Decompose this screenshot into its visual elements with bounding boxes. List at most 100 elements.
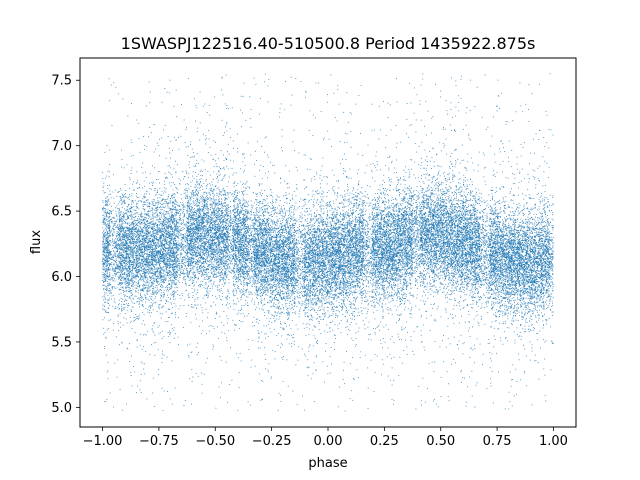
data-point bbox=[544, 271, 545, 272]
data-point bbox=[398, 190, 399, 191]
data-point bbox=[299, 241, 300, 242]
data-point bbox=[480, 261, 481, 262]
data-point bbox=[352, 284, 353, 285]
data-point bbox=[416, 223, 417, 224]
data-point bbox=[443, 240, 444, 241]
data-point bbox=[314, 225, 315, 226]
data-point bbox=[337, 231, 338, 232]
data-point bbox=[407, 332, 408, 333]
data-point bbox=[525, 104, 526, 105]
data-point bbox=[323, 235, 324, 236]
data-point bbox=[146, 280, 147, 281]
data-point bbox=[325, 224, 326, 225]
data-point bbox=[542, 198, 543, 199]
data-point bbox=[314, 295, 315, 296]
data-point bbox=[348, 329, 349, 330]
data-point bbox=[108, 277, 109, 278]
data-point bbox=[102, 252, 103, 253]
data-point bbox=[270, 195, 271, 196]
data-point bbox=[500, 340, 501, 341]
data-point bbox=[278, 307, 279, 308]
data-point bbox=[446, 239, 447, 240]
data-point bbox=[152, 210, 153, 211]
data-point bbox=[246, 283, 247, 284]
data-point bbox=[258, 242, 259, 243]
data-point bbox=[513, 308, 514, 309]
data-point bbox=[169, 247, 170, 248]
data-point bbox=[452, 247, 453, 248]
data-point bbox=[211, 199, 212, 200]
data-point bbox=[458, 271, 459, 272]
data-point bbox=[209, 197, 210, 198]
data-point bbox=[462, 343, 463, 344]
data-point bbox=[130, 216, 131, 217]
data-point bbox=[427, 248, 428, 249]
data-point bbox=[515, 272, 516, 273]
data-point bbox=[227, 318, 228, 319]
data-point bbox=[504, 315, 505, 316]
data-point bbox=[201, 230, 202, 231]
data-point bbox=[460, 209, 461, 210]
data-point bbox=[261, 208, 262, 209]
data-point bbox=[533, 169, 534, 170]
data-point bbox=[438, 241, 439, 242]
data-point bbox=[351, 261, 352, 262]
data-point bbox=[327, 292, 328, 293]
data-point bbox=[381, 343, 382, 344]
data-point bbox=[243, 288, 244, 289]
data-point bbox=[225, 209, 226, 210]
data-point bbox=[231, 240, 232, 241]
data-point bbox=[547, 269, 548, 270]
data-point bbox=[440, 91, 441, 92]
data-point bbox=[152, 204, 153, 205]
data-point bbox=[455, 214, 456, 215]
data-point bbox=[296, 244, 297, 245]
data-point bbox=[375, 207, 376, 208]
data-point bbox=[119, 212, 120, 213]
data-point bbox=[195, 216, 196, 217]
data-point bbox=[336, 181, 337, 182]
data-point bbox=[197, 218, 198, 219]
data-point bbox=[214, 270, 215, 271]
data-point bbox=[528, 257, 529, 258]
data-point bbox=[153, 214, 154, 215]
data-point bbox=[223, 155, 224, 156]
data-point bbox=[377, 266, 378, 267]
data-point bbox=[456, 290, 457, 291]
chart-title: 1SWASPJ122516.40-510500.8 Period 1435922… bbox=[121, 34, 536, 53]
data-point bbox=[457, 302, 458, 303]
data-point bbox=[229, 236, 230, 237]
data-point bbox=[317, 253, 318, 254]
data-point bbox=[432, 194, 433, 195]
data-point bbox=[210, 214, 211, 215]
data-point bbox=[455, 269, 456, 270]
data-point bbox=[248, 269, 249, 270]
data-point bbox=[105, 223, 106, 224]
data-point bbox=[131, 290, 132, 291]
data-point bbox=[122, 197, 123, 198]
data-point bbox=[159, 225, 160, 226]
data-point bbox=[121, 250, 122, 251]
data-point bbox=[224, 218, 225, 219]
data-point bbox=[396, 172, 397, 173]
data-point bbox=[551, 268, 552, 269]
data-point bbox=[328, 302, 329, 303]
data-point bbox=[320, 235, 321, 236]
data-point bbox=[168, 290, 169, 291]
data-point bbox=[447, 241, 448, 242]
data-point bbox=[542, 278, 543, 279]
data-point bbox=[298, 243, 299, 244]
data-point bbox=[399, 194, 400, 195]
data-point bbox=[270, 268, 271, 269]
data-point bbox=[519, 249, 520, 250]
data-point bbox=[428, 241, 429, 242]
data-point bbox=[369, 239, 370, 240]
data-point bbox=[391, 296, 392, 297]
data-point bbox=[507, 230, 508, 231]
data-point bbox=[398, 189, 399, 190]
data-point bbox=[456, 162, 457, 163]
data-point bbox=[321, 211, 322, 212]
data-point bbox=[260, 301, 261, 302]
data-point bbox=[421, 281, 422, 282]
data-point bbox=[148, 215, 149, 216]
